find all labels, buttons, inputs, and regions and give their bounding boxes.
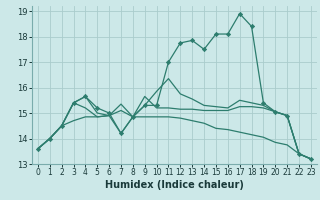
X-axis label: Humidex (Indice chaleur): Humidex (Indice chaleur)	[105, 180, 244, 190]
